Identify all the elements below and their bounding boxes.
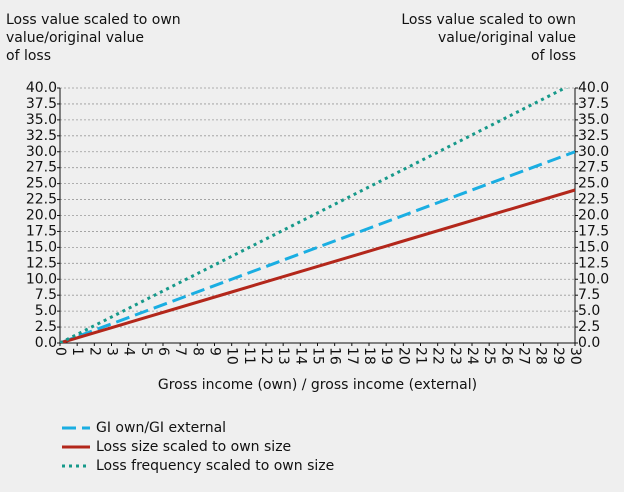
y-tick-label: 22.5 xyxy=(26,192,57,208)
x-tick-label: 23 xyxy=(447,347,463,365)
x-tick-label: 9 xyxy=(207,347,223,356)
plot-area xyxy=(60,88,575,343)
x-tick-label: 22 xyxy=(430,347,446,365)
x-tick-label: 29 xyxy=(550,347,566,365)
y-tick-label: 25.0 xyxy=(26,176,57,192)
y2-tick-label: 17.5 xyxy=(578,223,609,239)
y2-tick-label: 25.0 xyxy=(578,176,609,192)
y2-tick-label: 0.0 xyxy=(578,335,600,351)
series-line xyxy=(60,188,575,343)
x-tick-label: 6 xyxy=(155,347,171,356)
y2-tick-label: 37.5 xyxy=(578,96,609,112)
legend-label: Loss size scaled to own size xyxy=(96,439,291,455)
x-tick-label: 12 xyxy=(258,347,274,365)
y-tick-label: 17.5 xyxy=(26,223,57,239)
y2-tick-label: 20.0 xyxy=(578,208,609,224)
y-axis-label: of loss xyxy=(6,48,51,64)
x-tick-label: 7 xyxy=(172,347,188,356)
x-tick-label: 28 xyxy=(533,347,549,365)
y-tick-label: 15.0 xyxy=(26,239,57,255)
legend-label: Loss frequency scaled to own size xyxy=(96,458,334,474)
y2-tick-label: 7.5 xyxy=(578,287,600,303)
x-tick-label: 0 xyxy=(52,347,68,356)
x-tick-label: 21 xyxy=(413,347,429,365)
y-tick-label: 37.5 xyxy=(26,96,57,112)
x-tick-label: 2 xyxy=(86,347,102,356)
y-tick-label: 40.0 xyxy=(26,80,57,96)
y-tick-label: 10.0 xyxy=(26,271,57,287)
y-tick-label: 32.5 xyxy=(26,128,57,144)
y2-tick-label: 12.5 xyxy=(578,255,609,271)
x-tick-label: 10 xyxy=(224,347,240,365)
y2-tick-label: 32.5 xyxy=(578,128,609,144)
y-tick-label: 12.5 xyxy=(26,255,57,271)
y2-tick-label: 2.5 xyxy=(578,319,600,335)
x-tick-label: 4 xyxy=(121,347,137,356)
y2-axis-label: of loss xyxy=(531,48,576,64)
y2-tick-label: 22.5 xyxy=(578,192,609,208)
y-tick-label: 5.0 xyxy=(35,303,57,319)
y-axis-label: value/original value xyxy=(6,30,144,46)
y2-tick-label: 5.0 xyxy=(578,303,600,319)
x-tick-label: 5 xyxy=(138,347,154,356)
legend-label: GI own/GI external xyxy=(96,420,226,436)
y2-tick-label: 35.0 xyxy=(578,112,609,128)
x-tick-label: 17 xyxy=(344,347,360,365)
y-tick-label: 27.5 xyxy=(26,160,57,176)
x-tick-label: 20 xyxy=(395,347,411,365)
y2-axis-label: value/original value xyxy=(438,30,576,46)
y-tick-label: 30.0 xyxy=(26,144,57,160)
y2-tick-label: 15.0 xyxy=(578,239,609,255)
y2-tick-label: 40.0 xyxy=(578,80,609,96)
x-tick-label: 3 xyxy=(104,347,120,356)
y-tick-label: 35.0 xyxy=(26,112,57,128)
x-tick-label: 13 xyxy=(275,347,291,365)
x-tick-label: 8 xyxy=(189,347,205,356)
x-tick-label: 26 xyxy=(498,347,514,365)
y2-tick-label: 10.0 xyxy=(578,271,609,287)
y2-tick-label: 30.0 xyxy=(578,144,609,160)
x-tick-label: 1 xyxy=(69,347,85,356)
x-tick-label: 14 xyxy=(292,347,308,365)
y-axis-label: Loss value scaled to own xyxy=(6,12,181,28)
y-tick-label: 0.0 xyxy=(35,335,57,351)
x-tick-label: 24 xyxy=(464,347,480,365)
x-axis-label: Gross income (own) / gross income (exter… xyxy=(158,377,477,393)
x-tick-label: 18 xyxy=(361,347,377,365)
x-tick-label: 15 xyxy=(310,347,326,365)
x-tick-label: 27 xyxy=(516,347,532,365)
y-tick-label: 7.5 xyxy=(35,287,57,303)
x-tick-label: 25 xyxy=(481,347,497,365)
y2-axis-label: Loss value scaled to own xyxy=(401,12,576,28)
x-tick-label: 19 xyxy=(378,347,394,365)
x-tick-label: 16 xyxy=(327,347,343,365)
y-tick-label: 2.5 xyxy=(35,319,57,335)
y2-tick-label: 27.5 xyxy=(578,160,609,176)
series-line xyxy=(60,88,569,343)
y-tick-label: 20.0 xyxy=(26,208,57,224)
series-line xyxy=(60,150,575,343)
x-tick-label: 11 xyxy=(241,347,257,365)
x-tick-label: 30 xyxy=(567,347,583,365)
